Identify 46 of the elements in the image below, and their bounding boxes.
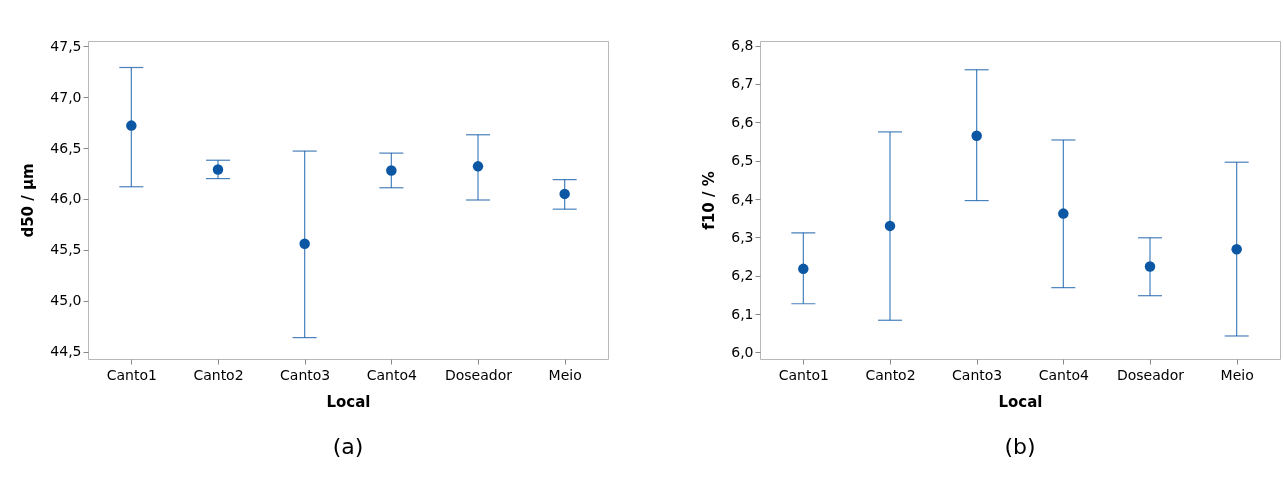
point (884, 220, 896, 232)
x-axis-title: Local (998, 392, 1043, 411)
y-tick-label: 6,5 (731, 152, 754, 169)
x-tick-label: Canto4 (1038, 366, 1090, 383)
point (559, 188, 570, 200)
x-tick-label: Doseador (1116, 366, 1185, 383)
x-tick-label: Doseador (444, 366, 513, 383)
x-tick-label: Meio (1220, 366, 1254, 383)
y-axis-title: f10 / % (700, 171, 719, 230)
y-tick-label: 6,2 (731, 267, 754, 284)
y-tick-label: 6,4 (731, 190, 754, 207)
point (212, 164, 224, 175)
text: (b) (1004, 434, 1036, 459)
point (971, 130, 982, 141)
x-tick-label: Canto2 (865, 366, 916, 383)
y-tick-label: 6,8 (731, 37, 754, 54)
point (1231, 244, 1242, 255)
point (1144, 261, 1156, 272)
point (798, 263, 809, 275)
y-tick-label: 46,0 (50, 190, 82, 207)
x-tick-label: Canto1 (106, 366, 157, 383)
point (386, 165, 397, 176)
x-tick-label: Canto3 (280, 366, 331, 383)
y-tick-label: 47,5 (50, 37, 82, 54)
y-tick-label: 6,6 (731, 113, 754, 130)
x-tick-label: Meio (548, 366, 582, 383)
y-axis-title: d50 / μm (19, 163, 38, 238)
y-tick-label: 44,5 (50, 343, 82, 360)
x-tick-label: Canto4 (366, 366, 418, 383)
y-tick-label: 47,0 (50, 88, 82, 105)
y-tick-label: 45,0 (50, 292, 82, 309)
point (126, 120, 137, 131)
x-axis-title: Local (326, 392, 371, 411)
x-tick-label: Canto3 (952, 366, 1003, 383)
y-tick-label: 6,7 (731, 75, 754, 92)
y-tick-label: 6,3 (731, 228, 754, 245)
x-tick-label: Canto2 (193, 366, 244, 383)
y-tick-label: 46,5 (50, 139, 82, 156)
y-tick-label: 45,5 (50, 241, 82, 258)
point (472, 161, 484, 172)
text: (a) (332, 434, 364, 459)
x-tick-label: Canto1 (778, 366, 829, 383)
point (299, 238, 310, 250)
point (1058, 208, 1069, 219)
y-tick-label: 6,0 (731, 343, 754, 360)
y-tick-label: 6,1 (731, 305, 754, 322)
